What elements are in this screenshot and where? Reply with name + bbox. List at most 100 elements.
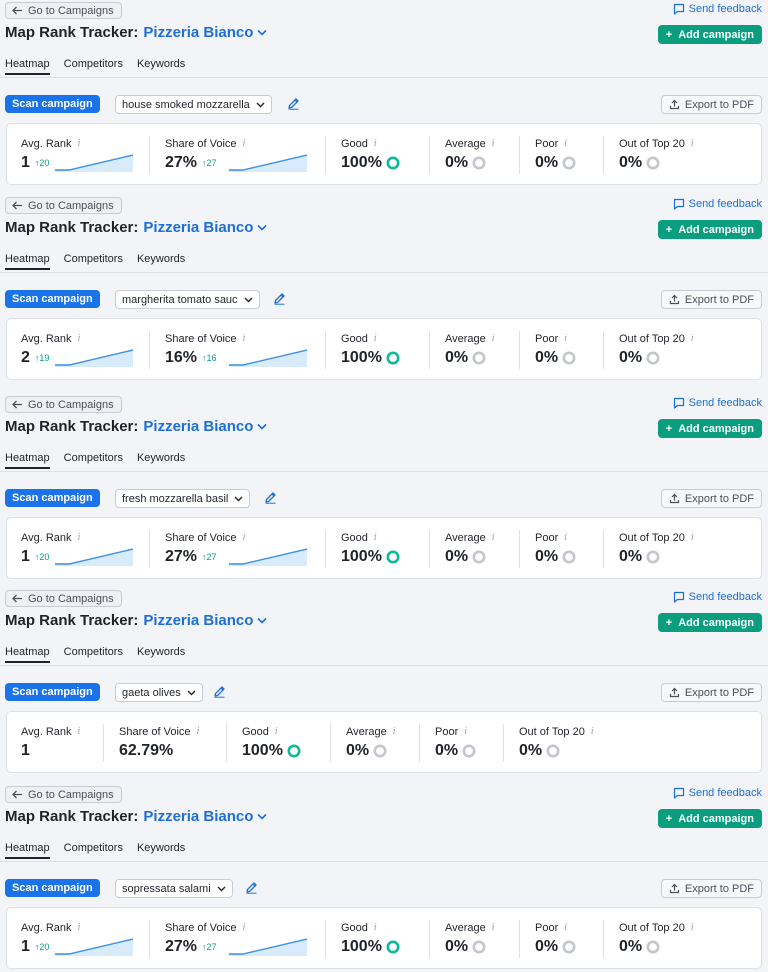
send-feedback-link[interactable]: Send feedback: [673, 787, 762, 799]
info-icon[interactable]: i: [690, 334, 694, 344]
info-icon[interactable]: i: [242, 923, 246, 933]
export-to-pdf-button[interactable]: Export to PDF: [660, 95, 762, 114]
metric-label: Poor i: [535, 333, 567, 345]
info-icon[interactable]: i: [491, 334, 495, 344]
info-icon[interactable]: i: [274, 727, 278, 737]
info-icon[interactable]: i: [392, 727, 396, 737]
info-icon[interactable]: i: [690, 923, 694, 933]
pencil-icon[interactable]: [287, 97, 300, 110]
info-icon[interactable]: i: [242, 139, 246, 149]
tab-competitors[interactable]: Competitors: [63, 452, 123, 464]
campaign-selector[interactable]: Pizzeria Bianco: [143, 612, 268, 629]
info-icon[interactable]: i: [77, 139, 81, 149]
campaign-selector[interactable]: Pizzeria Bianco: [143, 219, 268, 236]
pencil-icon[interactable]: [213, 685, 226, 698]
campaign-selector[interactable]: Pizzeria Bianco: [143, 24, 268, 41]
page-title-prefix: Map Rank Tracker:: [5, 612, 139, 629]
go-to-campaigns-button[interactable]: Go to Campaigns: [5, 786, 122, 803]
info-icon[interactable]: i: [77, 533, 81, 543]
tab-heatmap[interactable]: Heatmap: [5, 58, 50, 75]
info-icon[interactable]: i: [564, 139, 568, 149]
status-ring-icon: [562, 550, 576, 564]
info-icon[interactable]: i: [373, 533, 377, 543]
tab-competitors[interactable]: Competitors: [63, 646, 123, 658]
go-to-campaigns-button[interactable]: Go to Campaigns: [5, 2, 122, 19]
metric-value: 0%: [535, 154, 576, 172]
metric-value: 0%: [445, 938, 486, 956]
send-feedback-link[interactable]: Send feedback: [673, 3, 762, 15]
info-icon[interactable]: i: [196, 727, 200, 737]
info-icon[interactable]: i: [242, 334, 246, 344]
info-icon[interactable]: i: [491, 139, 495, 149]
export-to-pdf-button[interactable]: Export to PDF: [660, 683, 762, 702]
info-icon[interactable]: i: [690, 139, 694, 149]
scan-campaign-button[interactable]: Scan campaign: [5, 683, 100, 701]
info-icon[interactable]: i: [491, 533, 495, 543]
pencil-icon[interactable]: [264, 491, 277, 504]
export-to-pdf-button[interactable]: Export to PDF: [660, 489, 762, 508]
scan-campaign-button[interactable]: Scan campaign: [5, 95, 100, 113]
info-icon[interactable]: i: [77, 923, 81, 933]
arrow-up-icon: ↑: [34, 158, 40, 168]
info-icon[interactable]: i: [242, 533, 246, 543]
go-to-campaigns-button[interactable]: Go to Campaigns: [5, 590, 122, 607]
tab-competitors[interactable]: Competitors: [63, 253, 123, 265]
go-to-campaigns-button[interactable]: Go to Campaigns: [5, 396, 122, 413]
info-icon[interactable]: i: [77, 727, 81, 737]
tab-keywords[interactable]: Keywords: [136, 253, 186, 265]
metric-label-text: Poor: [435, 726, 459, 738]
export-to-pdf-button[interactable]: Export to PDF: [660, 290, 762, 309]
keyword-select[interactable]: fresh mozzarella basil: [115, 489, 251, 508]
metric-value: 0%: [445, 548, 486, 566]
scan-campaign-button[interactable]: Scan campaign: [5, 290, 100, 308]
rank-change-badge: ↑27: [202, 942, 217, 952]
tab-competitors[interactable]: Competitors: [63, 58, 123, 70]
campaign-selector[interactable]: Pizzeria Bianco: [143, 418, 268, 435]
arrow-left-icon: [12, 790, 22, 799]
upload-icon: [669, 294, 680, 305]
info-icon[interactable]: i: [564, 334, 568, 344]
tab-heatmap[interactable]: Heatmap: [5, 842, 50, 859]
info-icon[interactable]: i: [590, 727, 594, 737]
info-icon[interactable]: i: [690, 533, 694, 543]
keyword-select[interactable]: gaeta olives: [115, 683, 203, 702]
go-to-campaigns-button[interactable]: Go to Campaigns: [5, 197, 122, 214]
keyword-select[interactable]: house smoked mozzarella: [115, 95, 272, 114]
tab-keywords[interactable]: Keywords: [136, 646, 186, 658]
info-icon[interactable]: i: [373, 334, 377, 344]
tab-keywords[interactable]: Keywords: [136, 842, 186, 854]
info-icon[interactable]: i: [564, 533, 568, 543]
tab-heatmap[interactable]: Heatmap: [5, 452, 50, 469]
sparkline-line: [229, 938, 307, 955]
info-icon[interactable]: i: [564, 923, 568, 933]
send-feedback-link[interactable]: Send feedback: [673, 397, 762, 409]
metric-divider: [429, 920, 430, 958]
tab-keywords[interactable]: Keywords: [136, 58, 186, 70]
add-campaign-button[interactable]: + Add campaign: [657, 220, 762, 239]
tab-heatmap[interactable]: Heatmap: [5, 253, 50, 270]
info-icon[interactable]: i: [491, 923, 495, 933]
keyword-select[interactable]: sopressata salami: [115, 879, 233, 898]
add-campaign-button[interactable]: + Add campaign: [657, 25, 762, 44]
metric-label-text: Good: [341, 333, 368, 345]
send-feedback-link[interactable]: Send feedback: [673, 591, 762, 603]
add-campaign-button[interactable]: + Add campaign: [657, 419, 762, 438]
pencil-icon[interactable]: [245, 881, 258, 894]
info-icon[interactable]: i: [373, 139, 377, 149]
tab-competitors[interactable]: Competitors: [63, 842, 123, 854]
tab-heatmap[interactable]: Heatmap: [5, 646, 50, 663]
add-campaign-button[interactable]: + Add campaign: [657, 809, 762, 828]
send-feedback-link[interactable]: Send feedback: [673, 198, 762, 210]
export-to-pdf-button[interactable]: Export to PDF: [660, 879, 762, 898]
scan-campaign-button[interactable]: Scan campaign: [5, 489, 100, 507]
campaign-selector[interactable]: Pizzeria Bianco: [143, 808, 268, 825]
keyword-select[interactable]: margherita tomato sauc: [115, 290, 260, 309]
info-icon[interactable]: i: [373, 923, 377, 933]
pencil-icon[interactable]: [273, 292, 286, 305]
tab-keywords[interactable]: Keywords: [136, 452, 186, 464]
info-icon[interactable]: i: [77, 334, 81, 344]
rank-tracker-report: Go to Campaigns Send feedback Map Rank T…: [0, 0, 768, 195]
info-icon[interactable]: i: [464, 727, 468, 737]
scan-campaign-button[interactable]: Scan campaign: [5, 879, 100, 897]
add-campaign-button[interactable]: + Add campaign: [657, 613, 762, 632]
